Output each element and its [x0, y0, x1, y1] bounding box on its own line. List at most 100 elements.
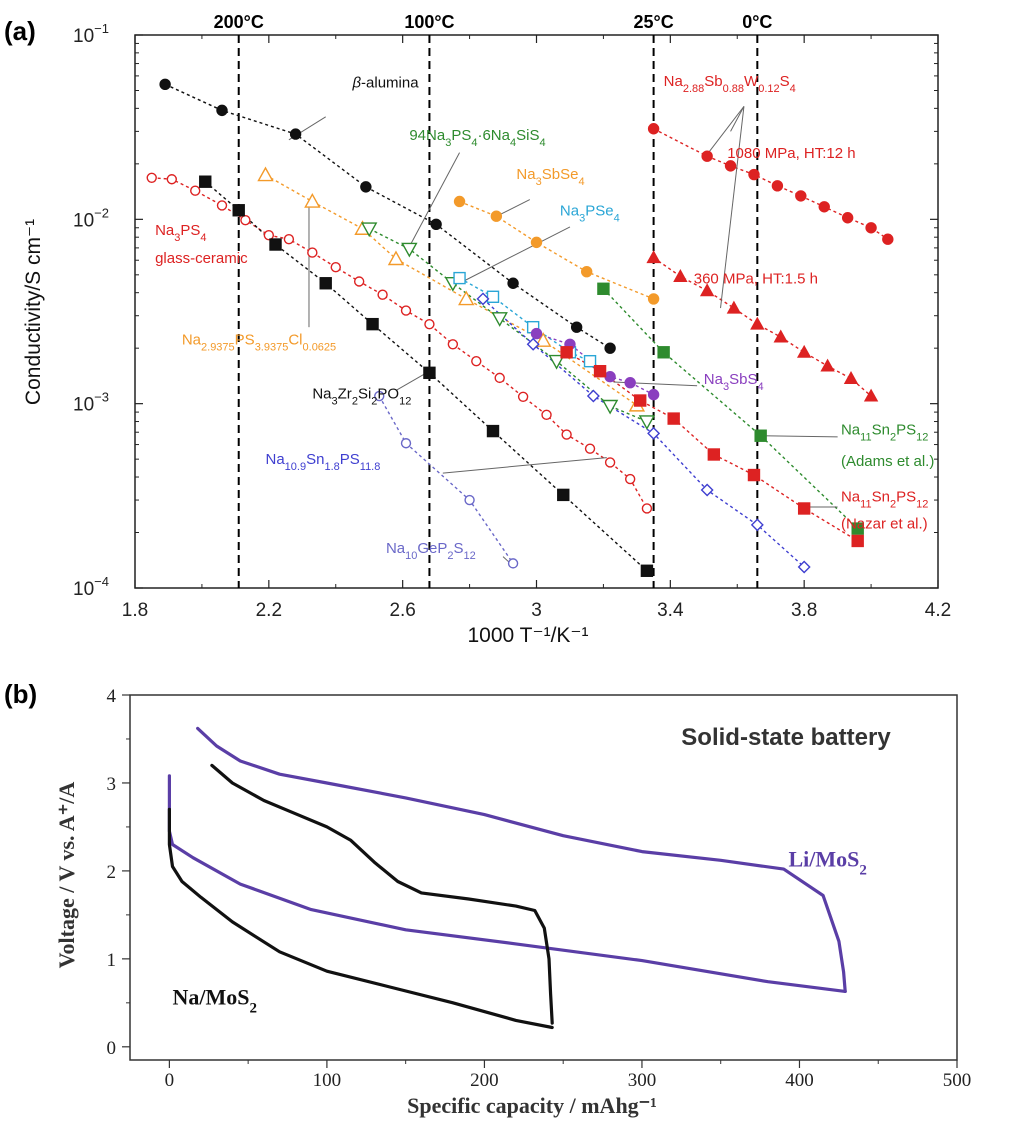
data-point-94na3ps4-6na4sis4	[601, 399, 619, 415]
annotation-adams2: (Adams et al.)	[841, 453, 934, 470]
y-tick-label-a: 10−2	[73, 205, 109, 231]
data-point-na10-9sn1-8ps11-8	[526, 337, 540, 351]
data-point-na11sn2ps12-adams-et-al	[657, 346, 670, 359]
data-point-na2-88sb0-88w0-12s4-1080-mpa-ht-12-h	[818, 201, 830, 213]
series-curve-li-mos	[167, 774, 847, 994]
annotation-leader	[462, 226, 571, 282]
data-point-na3sbs4	[604, 371, 616, 383]
annotation-leader	[408, 152, 460, 247]
data-point-na10gep2s12	[464, 494, 475, 506]
annotation-adams1: Na11Sn2PS12	[841, 422, 928, 444]
x-tick-label-b: 200	[470, 1070, 499, 1091]
data-point-na11sn2ps12-adams-et-al	[754, 429, 767, 442]
annotation-nasbw: Na2.88Sb0.88W0.12S4	[664, 73, 796, 95]
data-point-na3sbse4	[530, 236, 543, 249]
series-line-na3pse4	[459, 277, 591, 362]
series-line-na11sn2ps12-adams-et-al	[602, 288, 859, 530]
data-point-94na3ps4-6na4sis4	[491, 312, 508, 327]
x-tick-label-a: 3	[531, 600, 542, 621]
data-point-94na3ps4-6na4sis4	[361, 222, 378, 238]
annotation-p360: 360 MPa, HT:1.5 h	[694, 270, 818, 287]
data-point-na3pse4	[453, 271, 466, 285]
y-tick-label-a: 10−3	[73, 390, 109, 416]
y-tick-label-a: 10−1	[73, 21, 109, 47]
data-point-na3ps4-glass-ceramic	[494, 372, 505, 384]
data-point-na11sn2ps12-nazar-et-al	[797, 502, 811, 515]
data-point-alumina	[360, 181, 372, 193]
series-line-na10gep2s12	[378, 395, 514, 564]
data-point-na11sn2ps12-nazar-et-al	[747, 468, 761, 482]
data-point-na3ps4-glass-ceramic	[377, 289, 388, 300]
data-point-na3ps4-glass-ceramic	[216, 200, 228, 211]
temperature-label: 0°C	[742, 12, 772, 32]
data-point-na10-9sn1-8ps11-8	[797, 560, 811, 574]
data-point-na2-88sb0-88w0-12s4-1080-mpa-ht-12-h	[748, 168, 760, 181]
data-point-na2-88sb0-88w0-12s4-360-mpa-ht-1-5-h	[843, 371, 859, 384]
data-point-na2-88sb0-88w0-12s4-360-mpa-ht-1-5-h	[863, 388, 879, 402]
annotation-cl: Na2.9375PS3.9375Cl0.0625	[182, 331, 336, 353]
data-point-94na3ps4-6na4sis4	[548, 354, 565, 370]
data-point-na3ps4-glass-ceramic	[353, 276, 365, 287]
data-point-na10-9sn1-8ps11-8	[586, 389, 600, 403]
data-point-94na3ps4-6na4sis4	[401, 242, 418, 258]
plot-frame-a	[134, 34, 939, 589]
panel-b-chart: Solid-state battery Specific capacity / …	[54, 686, 971, 1118]
series-line-94na3ps4-6na4sis4	[368, 228, 648, 423]
data-point-na2-88sb0-88w0-12s4-360-mpa-ht-1-5-h	[750, 316, 765, 330]
x-tick-label-b: 300	[628, 1070, 657, 1091]
annotation-leader	[760, 435, 838, 438]
x-axis-title-b: Specific capacity / mAhg⁻¹	[407, 1093, 657, 1118]
series-line-na2-88sb0-88w0-12s4-360-mpa-ht-1-5-h	[653, 257, 872, 397]
data-point-na2-9375ps3-9375cl0-0625	[387, 250, 405, 266]
data-point-na11sn2ps12-nazar-et-al	[593, 365, 607, 378]
annotation-nazar1: Na11Sn2PS12	[841, 488, 928, 510]
x-tick-label-a: 1.8	[122, 600, 148, 621]
data-point-na3ps4-glass-ceramic	[447, 339, 459, 350]
annotation-glass: glass-ceramic	[155, 250, 248, 267]
data-point-na2-88sb0-88w0-12s4-1080-mpa-ht-12-h	[771, 180, 784, 192]
data-point-na3ps4-glass-ceramic	[146, 172, 157, 184]
data-point-na3zr2si2po12	[269, 238, 282, 251]
x-tick-label-a: 3.4	[657, 600, 684, 621]
data-point-alumina	[159, 78, 171, 91]
curve-label: Li/MoS2	[788, 847, 866, 879]
series-line-na2-88sb0-88w0-12s4-1080-mpa-ht-12-h	[653, 128, 889, 240]
data-point-na11sn2ps12-nazar-et-al	[560, 346, 573, 359]
data-point-na3ps4-glass-ceramic	[641, 503, 653, 514]
x-tick-label-b: 100	[313, 1070, 342, 1091]
y-tick-label-b: 0	[107, 1038, 117, 1059]
data-point-alumina	[430, 218, 442, 230]
data-point-na2-88sb0-88w0-12s4-1080-mpa-ht-12-h	[865, 222, 877, 234]
plot-frame-b	[129, 694, 958, 1061]
x-tick-label-b: 0	[165, 1070, 175, 1091]
data-point-na3zr2si2po12	[366, 317, 379, 331]
data-point-na2-88sb0-88w0-12s4-1080-mpa-ht-12-h	[795, 190, 807, 202]
y-tick-label-a: 10−4	[73, 574, 109, 600]
x-axis-title-a: 1000 T⁻¹/K⁻¹	[468, 624, 589, 647]
data-point-na3zr2si2po12	[319, 277, 332, 290]
panel-a-chart: 1000 T⁻¹/K⁻¹ Conductivity/S cm⁻¹ 1.8 2.2 2…	[22, 12, 951, 647]
data-point-na2-88sb0-88w0-12s4-1080-mpa-ht-12-h	[724, 160, 737, 172]
data-point-na3sbs4	[530, 327, 543, 340]
y-axis-title-a: Conductivity/S cm⁻¹	[22, 219, 45, 405]
x-tick-label-b: 500	[943, 1070, 972, 1091]
series-curve-na-mos	[210, 763, 554, 1025]
data-point-na3zr2si2po12	[486, 424, 500, 438]
data-point-na3ps4-glass-ceramic	[604, 457, 616, 468]
data-point-na11sn2ps12-adams-et-al	[597, 282, 610, 295]
annotation-nsps: 94Na3PS4·6Na4SiS4	[409, 127, 545, 149]
series-curve-li-mos	[196, 726, 847, 994]
annotation-leader	[499, 199, 531, 216]
annotation-na3ps4: Na3PS4	[155, 222, 206, 244]
annotation-leader	[442, 457, 607, 474]
data-point-na11sn2ps12-adams-et-al	[851, 522, 864, 535]
data-point-na3pse4	[583, 354, 597, 368]
data-point-na3ps4-glass-ceramic	[471, 355, 482, 367]
data-point-alumina	[216, 104, 228, 117]
x-tick-label-a: 4.2	[925, 600, 951, 621]
x-tick-label-a: 3.8	[791, 600, 817, 621]
data-point-na3ps4-glass-ceramic	[283, 234, 295, 245]
y-tick-label-b: 2	[107, 862, 117, 883]
y-tick-label-b: 3	[107, 774, 117, 795]
